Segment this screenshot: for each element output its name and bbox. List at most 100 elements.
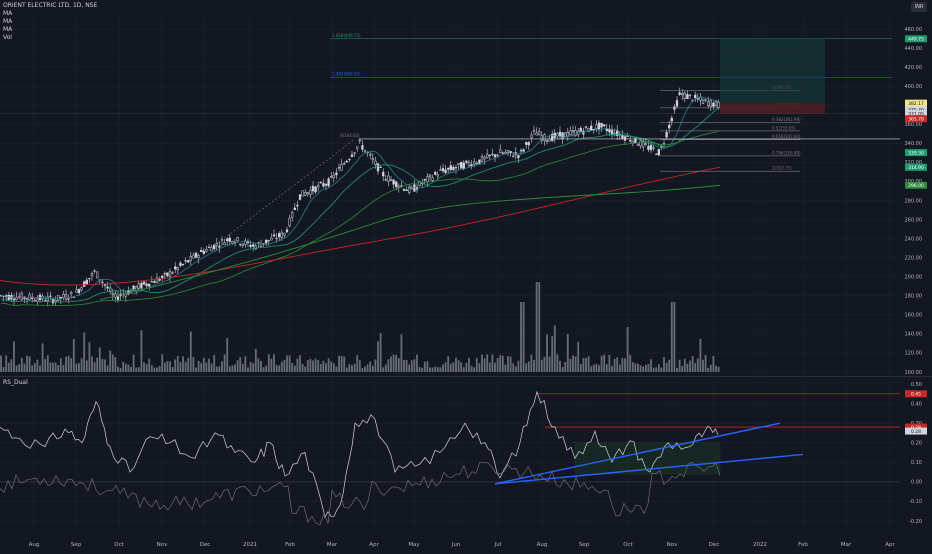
candle-body <box>218 245 221 248</box>
candle-body <box>187 260 190 263</box>
volume-bar <box>439 367 442 372</box>
candle-body <box>309 190 312 195</box>
volume-bar <box>470 365 473 372</box>
candle-body <box>210 246 213 252</box>
volume-bar <box>626 326 629 372</box>
legend-ma-3[interactable]: MA <box>3 26 13 33</box>
volume-bar <box>314 358 317 372</box>
candle-body <box>642 141 645 148</box>
volume-bar <box>423 361 426 372</box>
volume-bar <box>140 330 143 372</box>
candle-body <box>486 153 489 159</box>
volume-bar <box>548 356 551 372</box>
candle-body <box>545 140 549 142</box>
volume-bar <box>202 357 205 372</box>
candle-body <box>605 128 608 132</box>
volume-bar <box>533 359 535 372</box>
volume-bar <box>408 364 411 372</box>
volume-bar <box>426 361 429 372</box>
volume-bar <box>488 362 491 372</box>
candle-body <box>454 167 458 169</box>
volume-bar <box>379 333 382 372</box>
volume-bar <box>621 358 624 372</box>
legend-ma-2[interactable]: MA <box>3 18 13 25</box>
candle-body <box>379 166 382 168</box>
candle-body <box>106 286 109 289</box>
volume-bar <box>390 356 392 372</box>
candle-body <box>288 218 291 227</box>
candle-body <box>603 124 606 127</box>
candle-body <box>44 300 47 302</box>
candle-body <box>332 174 335 179</box>
candle-body <box>701 99 705 104</box>
candle-body <box>374 160 377 165</box>
candle-body <box>371 158 374 161</box>
candle-body <box>145 283 148 286</box>
volume-bar <box>421 367 424 372</box>
candle-body <box>249 244 252 248</box>
candle-body <box>166 272 169 277</box>
candle-body <box>452 166 455 171</box>
price-tick-label: 100.00 <box>905 370 923 376</box>
volume-bar <box>608 354 611 372</box>
candle-body <box>561 132 564 140</box>
candle-body <box>621 135 624 139</box>
volume-bar <box>299 355 301 372</box>
volume-bar <box>691 356 694 372</box>
candle-body <box>478 159 481 164</box>
candle-body <box>678 92 681 95</box>
volume-bar <box>595 363 598 372</box>
price-tag-label: 371.05 <box>908 112 924 118</box>
volume-bar <box>304 366 307 372</box>
volume-bar <box>538 282 541 372</box>
candle-body <box>662 143 666 145</box>
volume-bar <box>49 362 52 372</box>
volume-bar <box>67 355 70 372</box>
candle-body <box>142 281 146 285</box>
volume-bar <box>28 356 31 372</box>
candle-body <box>449 165 452 170</box>
volume-bar <box>540 359 543 372</box>
candle-body <box>200 249 203 252</box>
volume-bar <box>496 357 499 372</box>
candle-body <box>272 234 276 237</box>
volume-bar <box>577 341 580 372</box>
candle-body <box>109 287 112 293</box>
candle-body <box>340 164 343 171</box>
volume-bar <box>358 360 361 372</box>
legend-volume[interactable]: Vol <box>3 34 12 41</box>
candle-body <box>12 298 16 301</box>
volume-bar <box>111 354 114 372</box>
volume-bar <box>23 363 26 372</box>
candle-body <box>132 285 135 290</box>
time-tick-label: Apr <box>885 542 895 548</box>
candle-body <box>571 130 575 132</box>
volume-bar <box>312 360 314 372</box>
candle-body <box>15 297 18 300</box>
volume-bar <box>10 359 13 372</box>
indicator-title[interactable]: RS_Dual <box>3 379 28 386</box>
candle-body <box>629 140 632 142</box>
volume-bar <box>88 342 91 372</box>
projection-dashed-line <box>204 138 356 254</box>
legend-ma-1[interactable]: MA <box>3 10 13 17</box>
volume-bar <box>483 358 486 372</box>
volume-bar <box>192 357 195 372</box>
volume-bar <box>665 363 668 372</box>
volume-bar <box>613 358 616 372</box>
candle-body <box>231 241 234 244</box>
ma-long-line <box>99 184 721 301</box>
volume-bar <box>668 359 671 372</box>
candle-body <box>184 260 187 262</box>
volume-bar <box>644 364 647 372</box>
volume-bar <box>530 354 533 372</box>
candle-body <box>168 271 172 277</box>
price-tag <box>905 163 927 171</box>
volume-bar <box>447 356 450 372</box>
legend-symbol[interactable]: ORIENT ELECTRIC LTD, 1D, NSE <box>3 2 98 9</box>
volume-bar <box>522 302 525 372</box>
candle-body <box>525 142 528 145</box>
volume-bar <box>226 338 229 372</box>
volume-bar <box>361 367 364 372</box>
